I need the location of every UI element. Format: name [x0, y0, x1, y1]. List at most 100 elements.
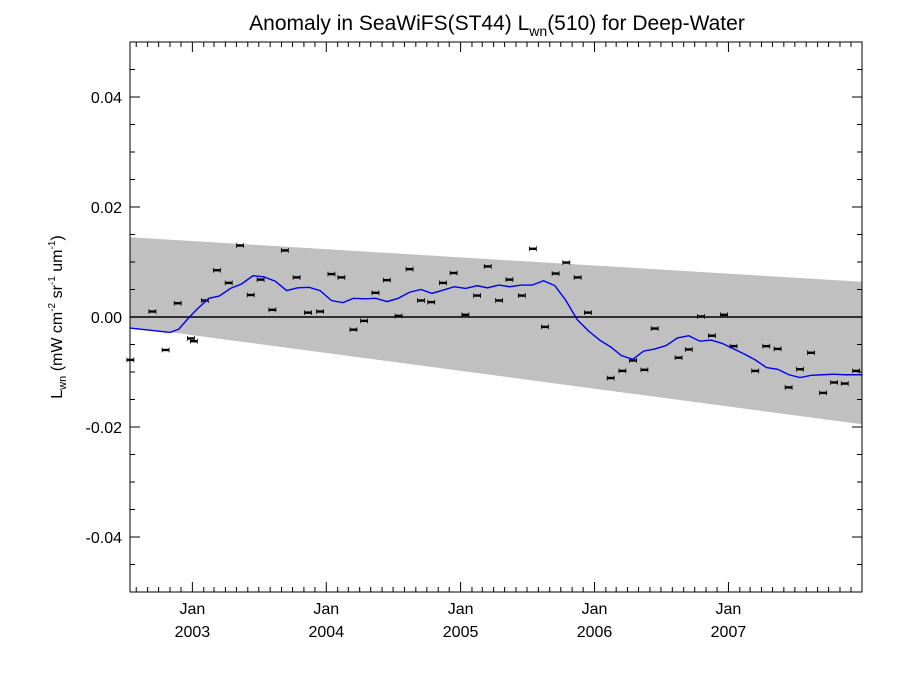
point-mark [819, 391, 827, 395]
x-tick-year-label: 2003 [175, 624, 211, 641]
point-mark [304, 311, 312, 314]
data-point [292, 275, 301, 280]
data-point [830, 380, 839, 385]
data-point [224, 280, 233, 286]
data-point [650, 326, 659, 331]
point-mark [651, 327, 659, 330]
point-mark [473, 294, 481, 297]
axes: 0.04 0.02 0.00 -0.02 -0.04 Jan 2003 Jan 2004 Jan 2… [86, 41, 863, 641]
data-point [246, 292, 255, 298]
data-point [618, 368, 627, 374]
point-mark [505, 278, 513, 281]
point-mark [316, 310, 324, 313]
data-point [304, 310, 312, 315]
data-point [483, 264, 492, 269]
point-mark [697, 315, 705, 318]
uncertainty-band [130, 237, 862, 425]
point-mark [395, 314, 403, 318]
data-point [697, 314, 705, 319]
data-point [268, 307, 277, 313]
x-tick-year-label: 2007 [711, 624, 747, 641]
point-mark [174, 302, 182, 305]
data-point [840, 381, 849, 386]
x-tick-month-label: Jan [582, 601, 608, 618]
data-point [161, 347, 170, 353]
x-tick-month-label: Jan [179, 601, 205, 618]
point-mark [640, 368, 648, 371]
x-tick-year-label: 2005 [443, 624, 479, 641]
y-tick-label: 0.00 [91, 310, 122, 327]
data-point [640, 367, 649, 373]
y-axis-label: Lwn (mW cm-2 sr-1 um-1) [47, 235, 69, 398]
point-mark [450, 271, 458, 275]
point-mark [257, 278, 265, 281]
point-mark [495, 299, 503, 302]
x-tick-month-label: Jan [313, 601, 339, 618]
data-point [349, 327, 358, 333]
point-mark [225, 281, 233, 285]
data-point [495, 298, 504, 303]
point-mark [201, 299, 209, 302]
point-mark [406, 267, 414, 271]
point-mark [762, 344, 770, 348]
y-tick-label: 0.02 [91, 200, 122, 217]
point-mark [371, 291, 379, 294]
data-point [796, 366, 804, 372]
point-mark [293, 276, 301, 279]
data-point [562, 260, 571, 265]
data-point [684, 347, 693, 352]
point-mark [337, 276, 345, 279]
data-point [360, 318, 368, 324]
data-point [173, 300, 182, 306]
plot-area [126, 237, 862, 425]
point-mark [785, 386, 793, 389]
point-mark [518, 294, 526, 297]
data-point [584, 310, 592, 315]
data-point [337, 275, 346, 280]
point-mark [552, 272, 560, 275]
data-point [316, 309, 324, 314]
point-mark [327, 272, 335, 276]
point-mark [187, 337, 195, 340]
point-mark [247, 293, 255, 297]
data-point [405, 266, 414, 272]
point-mark [607, 376, 615, 380]
point-mark [162, 348, 170, 352]
point-mark [349, 328, 357, 331]
x-tick-month-label: Jan [448, 601, 474, 618]
point-mark [281, 249, 289, 252]
y-tick-label: -0.02 [86, 420, 123, 437]
data-point [148, 309, 157, 314]
data-point [606, 375, 615, 381]
point-mark [751, 369, 759, 373]
point-mark [541, 325, 549, 329]
point-mark [484, 265, 492, 268]
data-point [773, 346, 782, 352]
x-tick-month-label: Jan [716, 601, 742, 618]
point-mark [796, 368, 804, 371]
y-tick-label: -0.04 [86, 530, 123, 547]
point-mark [618, 369, 626, 373]
data-point [720, 312, 728, 318]
data-point [236, 243, 244, 248]
data-point [280, 248, 289, 253]
data-point [541, 324, 549, 330]
point-mark [574, 276, 582, 279]
data-point [528, 246, 537, 252]
trend-line [129, 275, 862, 379]
data-point [819, 390, 828, 396]
data-point [762, 343, 771, 349]
point-mark [190, 340, 198, 343]
data-point [449, 270, 458, 276]
data-point [807, 350, 815, 356]
data-point [551, 271, 560, 276]
point-mark [461, 313, 469, 316]
data-point [784, 385, 793, 390]
x-tick-year-label: 2004 [309, 624, 345, 641]
point-mark [830, 381, 838, 384]
point-mark [629, 359, 637, 362]
x-tick-year-label: 2006 [577, 624, 613, 641]
chart-title: Anomaly in SeaWiFS(ST44) Lwn(510) for De… [249, 12, 745, 39]
data-point [382, 277, 391, 283]
